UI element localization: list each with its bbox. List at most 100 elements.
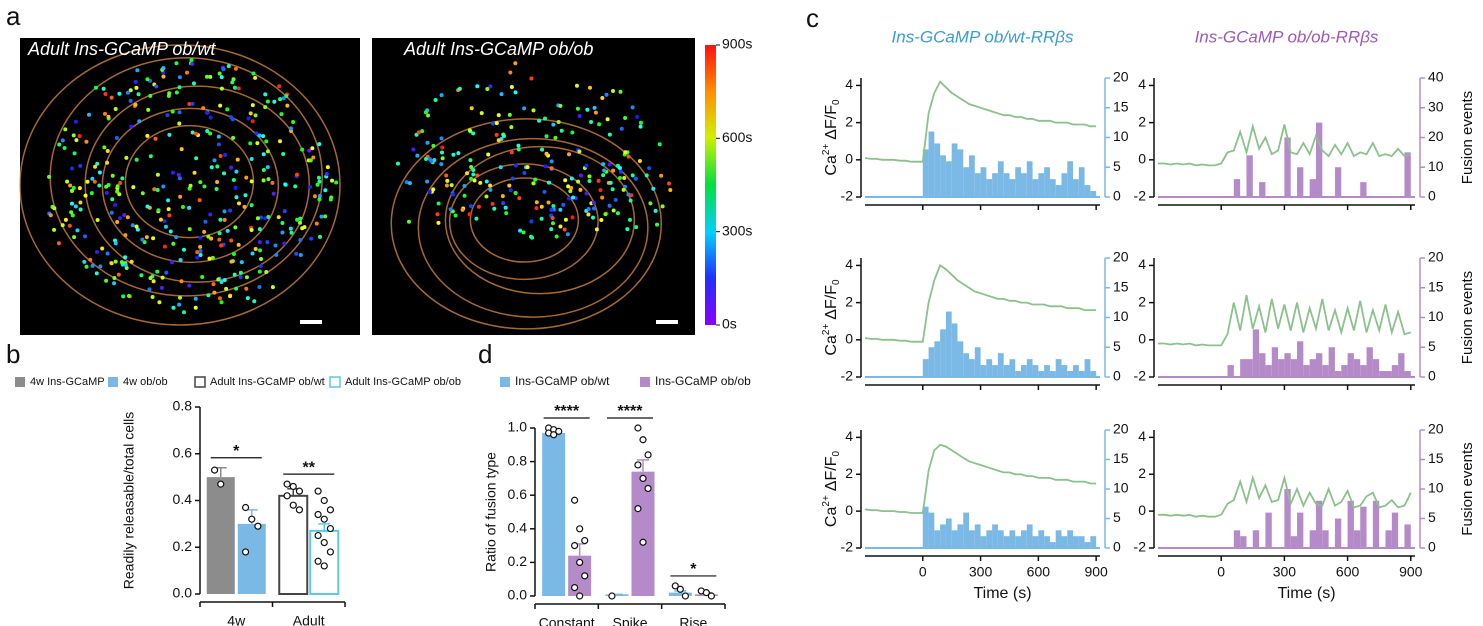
- cell-dot: [236, 86, 241, 91]
- cell-dot: [187, 283, 192, 288]
- cell-dot: [231, 77, 236, 82]
- cell-dot: [155, 187, 160, 192]
- cell-dot: [177, 176, 182, 181]
- cell-dot: [451, 152, 456, 157]
- cell-dot: [189, 58, 194, 63]
- cell-dot: [130, 223, 135, 228]
- cell-dot: [95, 217, 100, 222]
- cell-dot: [119, 260, 124, 265]
- membrane: [101, 107, 280, 264]
- cell-dot: [129, 259, 134, 264]
- cell-dot: [171, 241, 176, 246]
- hist-bar: [1026, 359, 1033, 377]
- y2-tick-label: 0: [1428, 368, 1436, 384]
- cell-dot: [105, 160, 110, 165]
- cell-dot: [586, 206, 591, 211]
- data-point: [576, 592, 584, 600]
- data-point: [289, 501, 297, 509]
- cell-dot: [289, 126, 294, 131]
- cell-dot: [200, 274, 205, 279]
- y-tick-label: -2: [841, 368, 854, 384]
- data-point: [210, 466, 219, 474]
- y2-tick-label: 40: [1428, 69, 1444, 85]
- cell-dot: [131, 185, 136, 190]
- cell-dot: [462, 184, 467, 189]
- cell-dot: [540, 147, 545, 152]
- cell-dot: [282, 241, 287, 246]
- cell-dot: [101, 86, 106, 91]
- cell-dot: [444, 183, 449, 188]
- y2-tick-label: 20: [1113, 69, 1129, 85]
- trace: [864, 264, 1097, 343]
- cell-dot: [621, 187, 626, 192]
- cell-dot: [334, 180, 339, 185]
- cell-dot: [456, 151, 461, 156]
- cell-dot: [574, 83, 579, 88]
- y-axis-label: Ratio of fusion type: [483, 452, 499, 572]
- cell-dot: [205, 111, 210, 116]
- cell-dot: [476, 204, 481, 209]
- hist-bar: [1009, 359, 1016, 377]
- cell-dot: [490, 121, 495, 126]
- cell-dot: [102, 145, 107, 150]
- cell-dot: [549, 159, 554, 164]
- hist-bar: [951, 530, 958, 548]
- cell-dot: [168, 229, 173, 234]
- micrograph: [372, 38, 695, 335]
- cell-dot: [94, 249, 99, 254]
- cell-dot: [539, 216, 544, 221]
- cell-dot: [251, 71, 256, 76]
- cell-dot: [208, 131, 213, 136]
- cell-dot: [439, 136, 444, 141]
- cell-dot: [513, 90, 518, 95]
- cell-dot: [239, 260, 244, 265]
- cell-dot: [233, 66, 238, 71]
- membrane: [417, 137, 649, 318]
- cell-dot: [585, 107, 590, 112]
- hist-bar: [1404, 524, 1411, 548]
- cell-dot: [395, 161, 400, 166]
- legend-swatch: [500, 377, 510, 387]
- cell-dot: [265, 240, 270, 245]
- cell-dot: [116, 272, 121, 277]
- cell-dot: [608, 180, 613, 185]
- cell-dot: [257, 133, 262, 138]
- cell-dot: [191, 81, 196, 86]
- hist-bar: [1073, 536, 1079, 548]
- cell-dot: [551, 122, 556, 127]
- cell-dot: [317, 197, 322, 202]
- hist-bar: [997, 161, 1004, 197]
- hist-bar: [1038, 371, 1045, 377]
- y-axis-label-part: Ca: [823, 507, 840, 528]
- hist-bar: [1090, 191, 1097, 197]
- hist-bar: [1404, 152, 1411, 197]
- cell-dot: [308, 158, 313, 163]
- hist-bar: [957, 524, 964, 548]
- cell-dot: [615, 211, 620, 216]
- cell-dot: [180, 205, 185, 210]
- cell-dot: [467, 128, 472, 133]
- data-point: [550, 431, 558, 439]
- cell-dot: [166, 207, 171, 212]
- hist-bar: [986, 179, 993, 197]
- cell-dot: [210, 255, 215, 260]
- cell-dot: [118, 216, 123, 221]
- hist-bar: [974, 347, 981, 377]
- cell-dot: [471, 131, 476, 136]
- y2-tick-label: 5: [1428, 338, 1436, 354]
- cell-dot: [207, 256, 212, 261]
- legend-label: 4w ob/ob: [123, 376, 168, 388]
- cell-dot: [142, 240, 147, 245]
- cell-dot: [195, 250, 200, 255]
- cell-dot: [488, 187, 493, 192]
- y2-tick-label: 15: [1113, 278, 1129, 294]
- cell-dot: [110, 173, 115, 178]
- cell-dot: [90, 176, 95, 181]
- cell-dot: [248, 111, 253, 116]
- hist-bar: [1061, 173, 1068, 197]
- cell-dot: [542, 189, 547, 194]
- cell-dot: [115, 184, 120, 189]
- cell-dot: [170, 109, 175, 114]
- hist-bar: [957, 149, 964, 197]
- cell-dot: [93, 85, 98, 90]
